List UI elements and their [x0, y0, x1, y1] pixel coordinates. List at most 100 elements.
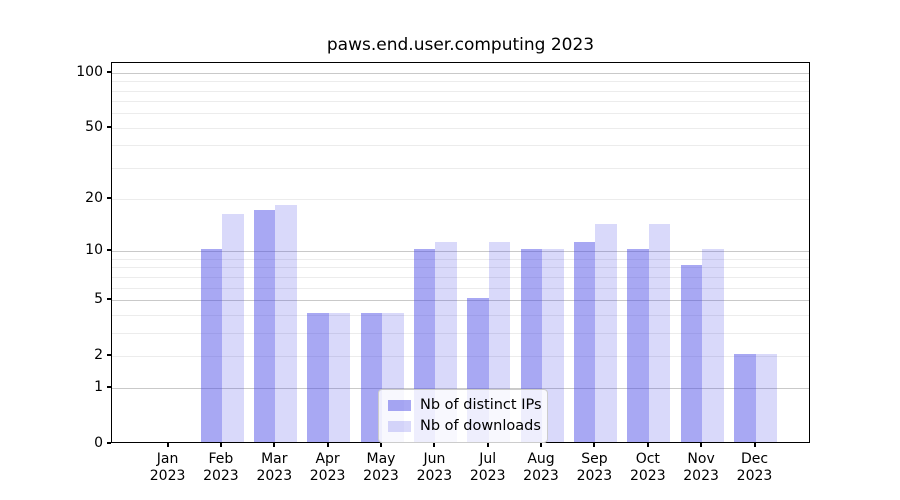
month-year: 2023	[736, 468, 773, 484]
gridline-minor	[112, 90, 809, 92]
downloads-swatch-icon	[388, 421, 411, 432]
x-tick-label-aug: Aug 2023	[509, 451, 573, 485]
bar-downloads-oct	[648, 224, 671, 442]
x-tick-mark	[433, 443, 436, 447]
legend-label: Nb of downloads	[420, 418, 541, 434]
x-tick-mark	[380, 443, 382, 447]
month-year: 2023	[683, 468, 719, 484]
month-name: Feb	[208, 451, 234, 467]
y-tick-label: 20	[85, 190, 103, 207]
x-tick-mark	[166, 443, 169, 447]
month-name: Nov	[687, 451, 715, 467]
x-tick-label-jun: Jun 2023	[402, 451, 466, 485]
month-name: Jan	[156, 451, 179, 467]
x-tick-mark	[486, 443, 489, 447]
month-name: Jun	[423, 451, 446, 467]
y-tick-mark	[107, 386, 111, 389]
gridline-minor	[112, 355, 809, 357]
gridline-minor	[112, 167, 809, 169]
gridline-major	[112, 251, 809, 253]
bar-distinct-ips-sep	[573, 242, 596, 442]
x-tick-mark	[273, 443, 276, 447]
month-year: 2023	[469, 468, 506, 484]
bar-distinct-ips-dec	[734, 353, 756, 442]
gridline-major	[112, 72, 809, 74]
x-tick-label-oct: Oct 2023	[616, 451, 680, 485]
month-name: Sep	[581, 451, 608, 467]
bar-downloads-dec	[755, 353, 777, 442]
bar-distinct-ips-nov	[680, 265, 703, 442]
month-name: May	[366, 451, 396, 467]
y-tick-mark	[107, 353, 111, 356]
x-tick-label-dec: Dec 2023	[723, 451, 787, 485]
gridline-major	[112, 299, 809, 301]
month-year: 2023	[576, 468, 613, 484]
month-year: 2023	[629, 468, 666, 484]
gridline-minor	[112, 145, 809, 147]
distinct-ips-swatch-icon	[388, 400, 411, 411]
gridline-minor	[112, 267, 809, 269]
y-tick-mark	[107, 249, 111, 252]
month-year: 2023	[149, 468, 186, 484]
y-tick-mark	[107, 297, 111, 300]
bar-distinct-ips-may	[360, 312, 382, 442]
month-name: Apr	[315, 451, 340, 467]
bar-distinct-ips-apr	[307, 312, 329, 442]
y-tick-label: 1	[94, 379, 103, 396]
legend-entry-downloads: Nb of downloads	[388, 416, 541, 437]
y-tick-label: 50	[85, 118, 103, 135]
bar-downloads-apr	[328, 312, 351, 442]
bar-distinct-ips-feb	[200, 249, 222, 442]
y-tick-mark	[107, 70, 111, 73]
month-year: 2023	[256, 468, 293, 484]
y-tick-label: 2	[94, 346, 103, 363]
y-tick-mark	[107, 125, 111, 128]
month-name: Aug	[527, 451, 555, 467]
y-tick-label: 0	[94, 435, 103, 451]
x-tick-label-feb: Feb 2023	[189, 451, 253, 485]
gridline-minor	[112, 287, 809, 289]
x-tick-label-apr: Apr 2023	[296, 451, 360, 485]
x-tick-label-jul: Jul 2023	[456, 451, 520, 485]
y-tick-label: 5	[94, 290, 103, 307]
month-name: Jul	[479, 451, 497, 467]
month-name: Mar	[261, 451, 288, 467]
x-tick-mark	[700, 443, 703, 447]
plot-area: Nb of distinct IPs Nb of downloads	[111, 62, 810, 443]
bar-downloads-feb	[222, 214, 244, 442]
legend: Nb of distinct IPs Nb of downloads	[378, 389, 548, 443]
gridline-minor	[112, 332, 809, 334]
month-year: 2023	[363, 468, 399, 484]
month-name: Dec	[740, 451, 769, 467]
gridline-minor	[112, 113, 809, 115]
x-tick-mark	[219, 443, 222, 447]
gridline-minor	[112, 199, 809, 201]
x-tick-mark	[540, 443, 542, 447]
x-tick-label-jan: Jan 2023	[136, 451, 200, 485]
bar-distinct-ips-oct	[627, 249, 649, 442]
bar-downloads-sep	[595, 224, 617, 442]
x-tick-label-may: May 2023	[349, 451, 413, 485]
month-year: 2023	[203, 468, 239, 484]
y-tick-mark	[107, 442, 111, 444]
x-tick-mark	[753, 443, 756, 447]
legend-label: Nb of distinct IPs	[420, 397, 542, 413]
month-year: 2023	[416, 468, 453, 484]
x-tick-label-mar: Mar 2023	[242, 451, 306, 485]
gridline-minor	[112, 81, 809, 83]
bar-downloads-mar	[275, 205, 297, 442]
bar-distinct-ips-mar	[253, 209, 276, 442]
gridline-minor	[112, 258, 809, 260]
gridline-minor	[112, 101, 809, 103]
month-name: Oct	[635, 451, 660, 467]
x-tick-label-sep: Sep 2023	[562, 451, 626, 485]
gridline-minor	[112, 314, 809, 316]
gridline-major	[112, 388, 809, 390]
month-year: 2023	[309, 468, 346, 484]
chart-title: paws.end.user.computing 2023	[326, 35, 595, 55]
plot-inner	[112, 63, 809, 442]
legend-entry-distinct-ips: Nb of distinct IPs	[388, 395, 542, 416]
x-tick-mark	[646, 443, 649, 447]
x-tick-label-nov: Nov 2023	[669, 451, 733, 485]
